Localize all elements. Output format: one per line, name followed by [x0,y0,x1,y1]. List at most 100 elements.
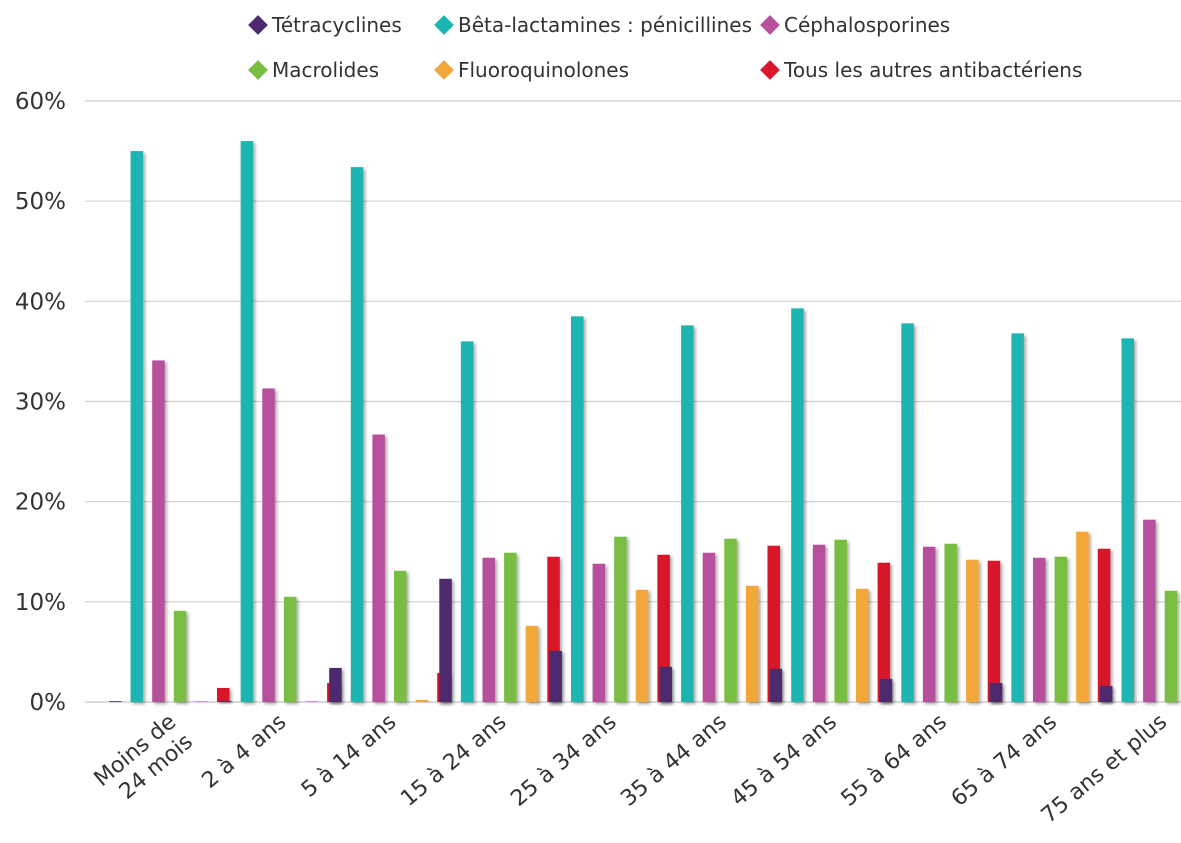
x-tick-label: Moins de24 mois [90,709,198,811]
x-tick-label: 2 à 4 ans [198,709,292,793]
x-tick-label: 35 à 44 ans [616,709,731,811]
legend-marker [248,15,268,35]
bar [944,543,957,702]
bar [1121,338,1134,702]
y-axis: 0% 10% 20% 30% 40% 50% 60% [15,89,66,716]
x-tick-label-line: 55 à 64 ans [837,709,952,811]
legend-item: Céphalosporines [760,13,950,37]
legend-marker [760,15,780,35]
bar [966,559,979,702]
bar [1011,333,1024,702]
y-tick-label: 10% [15,590,66,616]
legend-item: Tous les autres antibactériens [760,58,1082,82]
bar [394,570,407,702]
bar [415,699,429,702]
bar [152,360,165,702]
legend: Tétracyclines Bêta-lactamines : pénicilli… [248,13,1082,82]
bar [614,536,627,702]
y-tick-label: 60% [15,89,66,115]
bar [1054,556,1068,702]
y-tick-label: 50% [15,189,66,215]
bar [724,538,737,702]
bar [767,545,780,702]
x-tick-label: 15 à 24 ans [396,709,511,811]
bar [834,539,847,702]
bar [549,650,562,702]
bar [571,316,584,702]
bars [109,141,1178,703]
legend-label: Fluoroquinolones [458,58,629,82]
bar [439,578,452,702]
bar [109,701,122,702]
bar [1033,557,1046,702]
bar-group [219,141,340,703]
bar-group [109,151,230,703]
bar [217,687,230,702]
legend-marker [760,60,780,80]
legend-label: Tous les autres antibactériens [783,58,1082,82]
bar-group [439,341,560,702]
bar-group [989,333,1111,702]
x-tick-label: 5 à 14 ans [297,709,401,802]
bar-group [1099,338,1178,702]
bar [350,167,364,703]
bar [635,589,649,702]
bar [283,596,297,702]
bar [681,325,694,702]
bar [195,700,208,702]
bar [877,562,891,702]
legend-marker [434,15,454,35]
bar [262,388,275,702]
bar [1099,685,1113,702]
bar [504,552,517,702]
bar [702,552,716,702]
bar [879,678,893,702]
bar [987,560,1001,702]
y-tick-label: 40% [15,289,66,315]
legend-item: Macrolides [248,58,379,82]
bar-group [659,325,780,702]
y-tick-label: 20% [15,490,66,516]
bar [769,668,783,702]
y-tick-label: 0% [30,690,67,716]
legend-item: Fluoroquinolones [434,58,629,82]
y-tick-label: 30% [15,390,66,416]
legend-label: Tétracyclines [271,13,402,37]
legend-item: Bêta-lactamines : pénicillines [434,13,752,37]
x-tick-label-line: 65 à 74 ans [947,709,1062,811]
bar [901,323,914,702]
bar [130,151,144,703]
x-tick-label-line: 2 à 4 ans [198,709,292,793]
bar-group [549,316,670,702]
bar [1143,519,1156,702]
bar [657,554,670,702]
bar-group [329,167,450,703]
x-tick-label: 45 à 54 ans [727,709,842,811]
bar [812,544,826,702]
bar [460,341,474,702]
bar [1164,590,1178,702]
bar [989,682,1003,702]
bar [1097,548,1111,702]
x-tick-label-line: 5 à 14 ans [297,709,401,802]
bar [856,588,869,702]
x-tick-label-line: 15 à 24 ans [396,709,511,811]
x-tick-label: 55 à 64 ans [837,709,952,811]
legend-label: Céphalosporines [784,13,950,37]
bar-group [769,308,891,702]
bar [1076,531,1089,702]
bar [922,546,936,702]
bar [173,610,187,702]
legend-marker [434,60,454,80]
legend-item: Tétracyclines [248,13,402,37]
bar [659,666,672,702]
legend-marker [248,60,268,80]
x-tick-label-line: 45 à 54 ans [727,709,842,811]
legend-label: Macrolides [272,58,379,82]
bar [372,434,385,702]
x-tick-label: 65 à 74 ans [947,709,1062,811]
bar [305,700,318,702]
